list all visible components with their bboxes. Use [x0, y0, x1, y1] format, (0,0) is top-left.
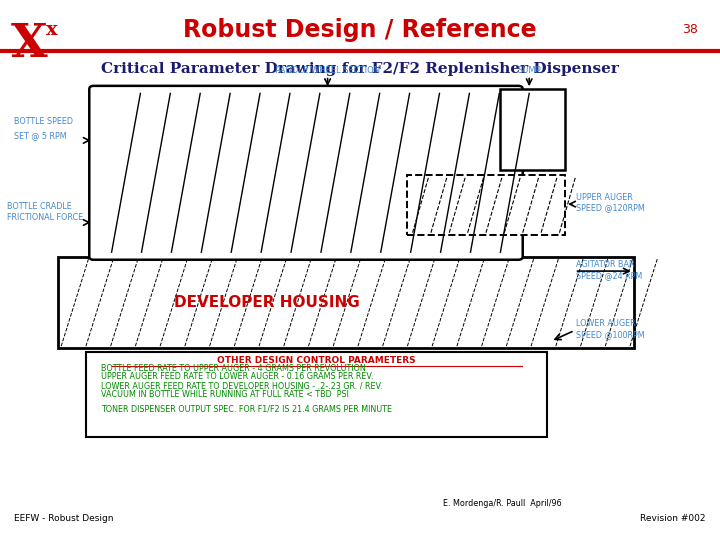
Text: 38: 38: [683, 23, 698, 36]
Bar: [407, 176, 565, 235]
Bar: [58, 256, 634, 348]
Text: Critical Parameter Drawing for F2/F2 Replenisher Dispenser: Critical Parameter Drawing for F2/F2 Rep…: [101, 62, 619, 76]
Bar: [86, 352, 547, 437]
Text: BOTTLE CRADLE: BOTTLE CRADLE: [7, 202, 72, 211]
Text: PADDLE WHEEL SECTION: PADDLE WHEEL SECTION: [275, 65, 380, 75]
Text: LOWER AUGER: LOWER AUGER: [576, 320, 636, 328]
FancyBboxPatch shape: [89, 86, 523, 260]
Text: SPEED @24 RPM: SPEED @24 RPM: [576, 271, 642, 280]
Text: SUMP: SUMP: [518, 65, 541, 75]
Text: BOTTLE SPEED: BOTTLE SPEED: [14, 117, 73, 126]
Text: AGITATOR BAR: AGITATOR BAR: [576, 260, 634, 269]
Text: X: X: [11, 21, 48, 67]
Text: UPPER AUGER: UPPER AUGER: [576, 193, 633, 201]
Text: EEFW - Robust Design: EEFW - Robust Design: [14, 514, 114, 523]
Text: BOTTLE FEED RATE TO UPPER AUGER - 4 GRAMS PER REVOLUTION: BOTTLE FEED RATE TO UPPER AUGER - 4 GRAM…: [101, 364, 366, 373]
Text: SET @ 5 RPM: SET @ 5 RPM: [14, 132, 67, 140]
Text: OTHER DESIGN CONTROL PARAMETERS: OTHER DESIGN CONTROL PARAMETERS: [217, 356, 416, 364]
Text: VACUUM IN BOTTLE WHILE RUNNING AT FULL RATE < TBD  PSI: VACUUM IN BOTTLE WHILE RUNNING AT FULL R…: [101, 390, 348, 399]
Text: UPPER AUGER FEED RATE TO LOWER AUGER - 0.16 GRAMS PER REV.: UPPER AUGER FEED RATE TO LOWER AUGER - 0…: [101, 373, 373, 381]
Text: SPEED @120RPM: SPEED @120RPM: [576, 204, 644, 212]
Text: x: x: [46, 21, 58, 39]
Text: E. Mordenga/R. Paull  April/96: E. Mordenga/R. Paull April/96: [443, 499, 562, 508]
Text: Robust Design / Reference: Robust Design / Reference: [183, 18, 537, 42]
Text: DEVELOPER HOUSING: DEVELOPER HOUSING: [174, 295, 359, 310]
Text: LOWER AUGER FEED RATE TO DEVELOPER HOUSING - .2-.23 GR. / REV.: LOWER AUGER FEED RATE TO DEVELOPER HOUSI…: [101, 381, 382, 390]
Text: TONER DISPENSER OUTPUT SPEC. FOR F1/F2 IS 21.4 GRAMS PER MINUTE: TONER DISPENSER OUTPUT SPEC. FOR F1/F2 I…: [101, 404, 392, 413]
Text: SPEED @100RPM: SPEED @100RPM: [576, 330, 644, 339]
Text: FRICTIONAL FORCE: FRICTIONAL FORCE: [7, 213, 84, 221]
Bar: [500, 89, 565, 170]
Text: Revision #002: Revision #002: [640, 514, 706, 523]
